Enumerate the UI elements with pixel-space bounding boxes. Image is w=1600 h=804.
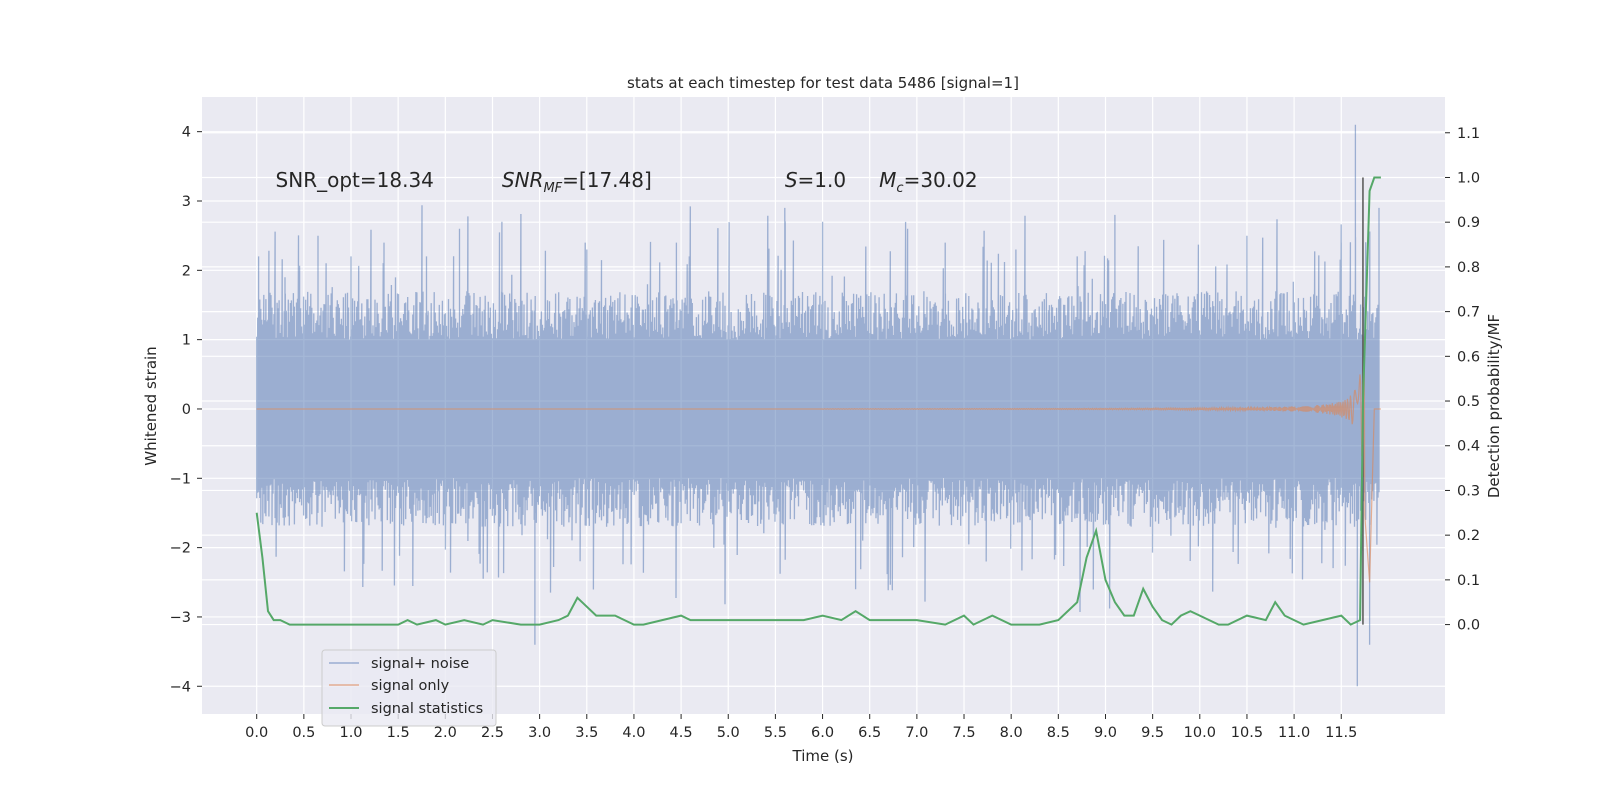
y-tick-label: −1	[170, 471, 191, 487]
y-tick-label: −2	[170, 541, 191, 557]
y-right-tick-label: 1.0	[1457, 170, 1480, 186]
x-tick-label: 8.5	[1047, 725, 1070, 741]
legend-label-signal-statistics: signal statistics	[371, 701, 483, 717]
x-tick-label: 6.0	[811, 725, 834, 741]
x-tick-label: 9.5	[1141, 725, 1164, 741]
annotation-1: SNRMF=[17.48]	[502, 168, 652, 196]
x-tick-label: 11.5	[1325, 725, 1357, 741]
annotations: SNR_opt=18.34 SNRMF=[17.48] S=1.0 Mc=30.02	[276, 168, 978, 196]
series-signal-statistics	[255, 176, 1381, 626]
y-right-tick-label: 0.9	[1457, 215, 1480, 231]
x-tick-label: 1.0	[339, 725, 362, 741]
x-tick-label: 8.0	[1000, 725, 1023, 741]
x-axis-ticks: 0.0 0.5 1.0 1.5 2.0 2.5 3.0 3.5 4.0 4.5 5.0 5.5 6.0 6…	[245, 714, 1357, 741]
x-tick-label: 3.5	[575, 725, 598, 741]
x-tick-label: 10.0	[1184, 725, 1216, 741]
x-tick-label: 0.0	[245, 725, 268, 741]
x-tick-label: 10.5	[1231, 725, 1263, 741]
series-signal-noise	[256, 124, 1380, 687]
x-axis-label: Time (s)	[792, 747, 854, 765]
y-tick-label: 3	[182, 194, 191, 210]
x-tick-label: 2.0	[434, 725, 457, 741]
y-right-tick-label: 0.7	[1457, 305, 1480, 321]
legend-box	[321, 649, 497, 727]
x-tick-label: 2.5	[481, 725, 504, 741]
x-tick-label: 9.0	[1094, 725, 1117, 741]
y-right-tick-label: 1.1	[1457, 126, 1480, 142]
y-tick-label: −3	[170, 610, 191, 626]
x-tick-label: 5.5	[764, 725, 787, 741]
y-right-tick-label: 0.0	[1457, 618, 1480, 634]
annotation-3: Mc=30.02	[879, 168, 977, 196]
y-tick-label: 2	[182, 263, 191, 279]
y-tick-label: 1	[182, 333, 191, 349]
y-axis-right-label: Detection probability/MF	[1485, 314, 1503, 498]
y-axis-label: Whitened strain	[142, 346, 160, 465]
x-tick-label: 0.5	[292, 725, 315, 741]
chart-title: stats at each timestep for test data 548…	[627, 74, 1019, 92]
x-tick-label: 4.5	[670, 725, 693, 741]
legend-label-signal-only: signal only	[371, 678, 450, 694]
x-tick-label: 5.0	[717, 725, 740, 741]
x-tick-label: 7.5	[952, 725, 975, 741]
y-right-tick-label: 0.2	[1457, 528, 1480, 544]
annotation-0: SNR_opt=18.34	[276, 168, 434, 192]
y-right-tick-label: 0.3	[1457, 483, 1480, 499]
x-tick-label: 11.0	[1278, 725, 1310, 741]
x-tick-label: 1.5	[387, 725, 410, 741]
y-axis-ticks: 4 3 2 1 0 −1 −2 −3 −4	[170, 125, 202, 695]
y-right-tick-label: 0.4	[1457, 439, 1480, 455]
legend-label-signal-noise: signal+ noise	[371, 656, 469, 672]
x-tick-label: 6.5	[858, 725, 881, 741]
legend: signal+ noise signal only signal statist…	[321, 649, 497, 727]
y-right-tick-label: 0.8	[1457, 260, 1480, 276]
series-signal-only	[256, 336, 1381, 583]
x-tick-label: 3.0	[528, 725, 551, 741]
y-tick-label: 4	[182, 125, 191, 141]
y-right-tick-label: 0.1	[1457, 573, 1480, 589]
y-axis-right-ticks: 1.1 1.0 0.9 0.8 0.7 0.6 0.5 0.4 0.3 0.2 0.1 0.0	[1445, 126, 1480, 634]
x-tick-label: 4.0	[622, 725, 645, 741]
y-right-tick-label: 0.6	[1457, 349, 1480, 365]
annotation-2: S=1.0	[785, 168, 846, 192]
y-tick-label: 0	[182, 402, 191, 418]
x-tick-label: 7.0	[905, 725, 928, 741]
series-layer	[255, 124, 1381, 687]
y-right-tick-label: 0.5	[1457, 394, 1480, 410]
y-tick-label: −4	[170, 679, 191, 695]
